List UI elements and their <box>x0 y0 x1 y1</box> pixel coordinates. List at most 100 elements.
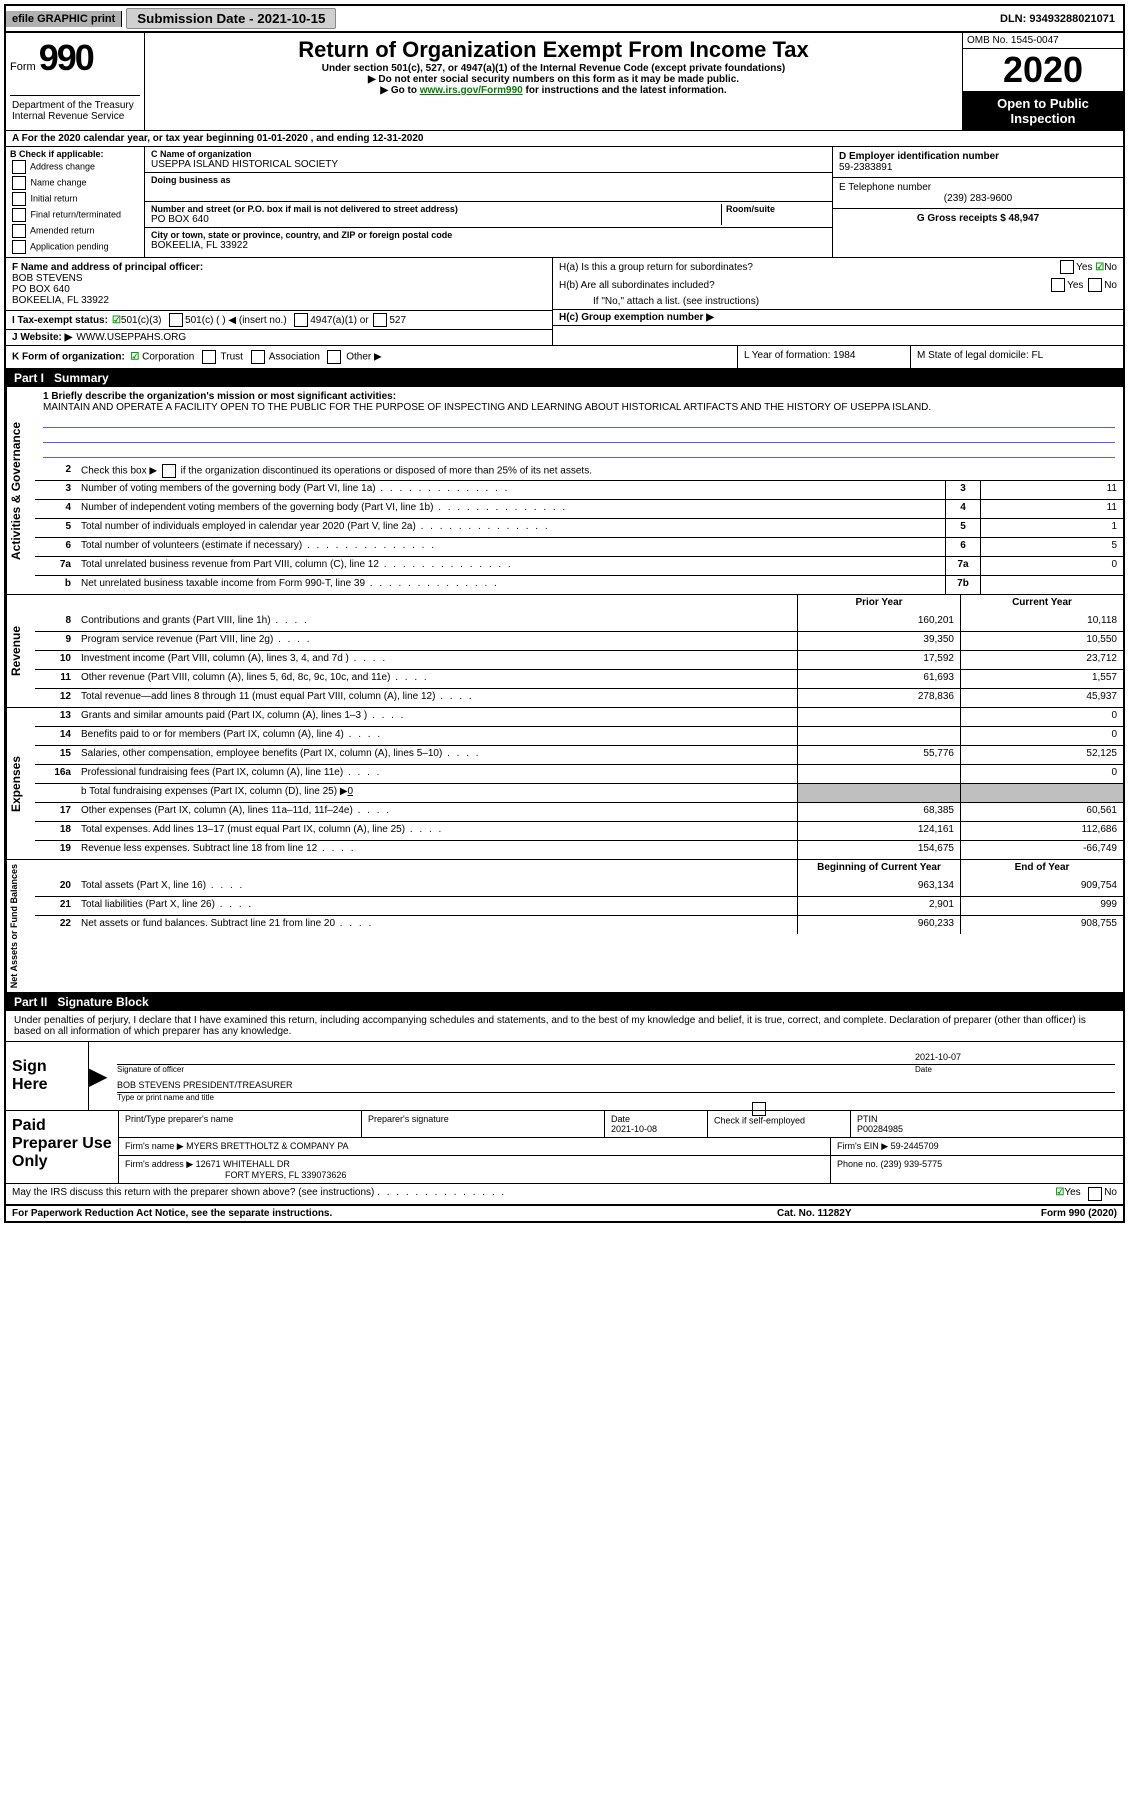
curr-year-header: Current Year <box>960 595 1123 613</box>
dots-icon <box>302 540 436 551</box>
other-checkbox[interactable] <box>327 350 341 364</box>
line-val: 11 <box>980 500 1123 518</box>
line-num: 5 <box>35 519 77 537</box>
part1-title: Summary <box>54 371 1115 385</box>
mission-line <box>43 428 1115 443</box>
assoc-checkbox[interactable] <box>251 350 265 364</box>
501c-checkbox[interactable] <box>169 313 183 327</box>
trust-checkbox[interactable] <box>202 350 216 364</box>
initial-return-label: Initial return <box>31 193 78 203</box>
527-checkbox[interactable] <box>373 313 387 327</box>
initial-return-checkbox[interactable] <box>12 192 26 206</box>
firm-ein-label: Firm's EIN ▶ <box>837 1141 891 1151</box>
curr-val-gray <box>960 784 1123 802</box>
line-box: 4 <box>945 500 980 518</box>
amended-return-checkbox[interactable] <box>12 224 26 238</box>
ha-label: H(a) Is this a group return for subordin… <box>559 262 1058 273</box>
firm-phone-label: Phone no. <box>837 1159 881 1169</box>
prior-val: 17,592 <box>797 651 960 669</box>
line-num: 20 <box>35 878 77 896</box>
f-label: F Name and address of principal officer: <box>12 262 546 273</box>
trust-label: Trust <box>221 352 243 363</box>
curr-val: 999 <box>960 897 1123 915</box>
check-if-applicable: B Check if applicable: Address change Na… <box>6 147 145 257</box>
mission-line <box>43 413 1115 428</box>
discuss-yes-label: Yes <box>1064 1187 1080 1201</box>
curr-val: 10,118 <box>960 613 1123 631</box>
curr-val: 0 <box>960 765 1123 783</box>
name-change-checkbox[interactable] <box>12 176 26 190</box>
expenses-section: Expenses 13 Grants and similar amounts p… <box>6 708 1123 860</box>
dots-icon <box>442 748 480 759</box>
firm-name-label: Firm's name ▶ <box>125 1141 184 1151</box>
part2-header: Part II Signature Block <box>6 993 1123 1011</box>
dots-icon <box>349 653 387 664</box>
line-num: 17 <box>35 803 77 821</box>
dots-icon <box>416 521 550 532</box>
discuss-label: May the IRS discuss this return with the… <box>12 1187 374 1198</box>
hc-label: H(c) Group exemption number ▶ <box>559 312 714 323</box>
q2-checkbox[interactable] <box>162 464 176 478</box>
prior-val-gray <box>797 784 960 802</box>
form-title: Return of Organization Exempt From Incom… <box>149 37 958 63</box>
form-number: 990 <box>39 37 93 78</box>
4947-checkbox[interactable] <box>294 313 308 327</box>
final-return-checkbox[interactable] <box>12 208 26 222</box>
line-num: 21 <box>35 897 77 915</box>
line-num: 19 <box>35 841 77 859</box>
firm-addr-val1: 12671 WHITEHALL DR <box>196 1159 290 1169</box>
form990-link[interactable]: www.irs.gov/Form990 <box>420 85 523 96</box>
line-desc: Number of independent voting members of … <box>77 500 945 518</box>
self-employed-label: Check if self-employed <box>714 1116 805 1126</box>
hb-yes-label: Yes <box>1067 280 1083 291</box>
line-box: 7b <box>945 576 980 594</box>
title-block: Return of Organization Exempt From Incom… <box>145 33 963 130</box>
discuss-yes-checked-icon: ☑ <box>1055 1187 1064 1201</box>
submission-date-button[interactable]: Submission Date - 2021-10-15 <box>126 8 336 29</box>
paid-preparer-block: Paid Preparer Use Only Print/Type prepar… <box>6 1111 1123 1184</box>
room-label: Room/suite <box>726 204 826 214</box>
j-label: J Website: ▶ <box>12 332 72 343</box>
hb-yes-checkbox[interactable] <box>1051 278 1065 292</box>
row-k: K Form of organization: ☑ Corporation Tr… <box>6 346 1123 369</box>
dots-icon <box>365 578 499 589</box>
prep-sig-label: Preparer's signature <box>362 1111 605 1137</box>
address-change-checkbox[interactable] <box>12 160 26 174</box>
discuss-no-checkbox[interactable] <box>1088 1187 1102 1201</box>
curr-val: 0 <box>960 708 1123 726</box>
curr-val: 52,125 <box>960 746 1123 764</box>
city-val: BOKEELIA, FL 33922 <box>151 240 826 251</box>
discuss-no-label: No <box>1104 1187 1117 1201</box>
org-info-block: C Name of organization USEPPA ISLAND HIS… <box>145 147 832 257</box>
right-info-block: D Employer identification number 59-2383… <box>832 147 1123 257</box>
topbar: efile GRAPHIC print Submission Date - 20… <box>6 6 1123 33</box>
line-num: 6 <box>35 538 77 556</box>
mission-text: MAINTAIN AND OPERATE A FACILITY OPEN TO … <box>43 402 1115 413</box>
row-a: A For the 2020 calendar year, or tax yea… <box>6 131 1123 147</box>
application-pending-checkbox[interactable] <box>12 240 26 254</box>
prior-val: 960,233 <box>797 916 960 934</box>
gross-receipts: G Gross receipts $ 48,947 <box>839 213 1117 224</box>
self-employed-checkbox[interactable] <box>752 1102 766 1116</box>
ha-no-checked-icon: ☑ <box>1095 262 1104 273</box>
end-year-header: End of Year <box>960 860 1123 878</box>
net-vert-label: Net Assets or Fund Balances <box>6 860 35 992</box>
line-val: 5 <box>980 538 1123 556</box>
ha-yes-checkbox[interactable] <box>1060 260 1074 274</box>
part2-tab: Part II <box>14 995 57 1009</box>
prior-val: 154,675 <box>797 841 960 859</box>
curr-val: 10,550 <box>960 632 1123 650</box>
line-desc: Net unrelated business taxable income fr… <box>77 576 945 594</box>
line-desc: Benefits paid to or for members (Part IX… <box>77 727 797 745</box>
ein-label: D Employer identification number <box>839 151 1117 162</box>
corp-label: Corporation <box>142 352 194 363</box>
dots-icon <box>343 767 381 778</box>
hb-no-checkbox[interactable] <box>1088 278 1102 292</box>
amended-return-label: Amended return <box>30 225 95 235</box>
prep-name-label: Print/Type preparer's name <box>119 1111 362 1137</box>
instr-2-row: ▶ Go to www.irs.gov/Form990 for instruct… <box>149 85 958 96</box>
line-desc: Number of voting members of the governin… <box>77 481 945 499</box>
line-num: 8 <box>35 613 77 631</box>
rev-vert-label: Revenue <box>6 595 35 707</box>
sig-officer-field[interactable] <box>117 1052 915 1062</box>
